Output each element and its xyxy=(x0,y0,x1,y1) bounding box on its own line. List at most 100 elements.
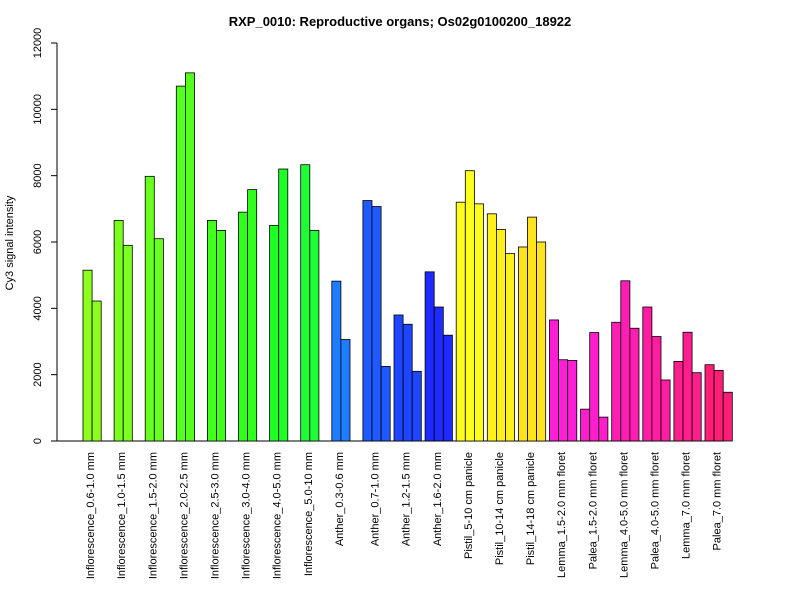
category-label: Inflorescence_2.0-2.5 mm xyxy=(178,452,190,579)
bar-group xyxy=(238,189,258,442)
category-label: Anther_0.7-1.0 mm xyxy=(370,452,382,546)
bar-group xyxy=(206,220,227,442)
bar xyxy=(371,206,382,442)
category-label: Inflorescence_3.0-4.0 mm xyxy=(241,452,253,579)
bar xyxy=(309,229,320,442)
bar xyxy=(153,238,164,442)
bar xyxy=(486,213,497,442)
bar-group xyxy=(642,306,671,442)
bar xyxy=(91,300,102,442)
bar xyxy=(300,164,311,442)
bar xyxy=(411,370,422,442)
category-labels: Inflorescence_0.6-1.0 mm Inflorescence_1.… xyxy=(85,452,724,579)
bar-group xyxy=(393,314,422,442)
bar xyxy=(682,331,693,442)
bar-group xyxy=(673,331,702,442)
y-tick-label: 10000 xyxy=(32,94,44,125)
bar-group xyxy=(549,319,578,442)
category-label: Anther_1.2-1.5 mm xyxy=(401,452,413,546)
bar xyxy=(558,359,569,442)
bar xyxy=(380,365,391,442)
bar xyxy=(144,175,155,442)
bar xyxy=(713,369,724,442)
bar xyxy=(527,216,538,442)
y-axis-ticks: 0 2000 4000 6000 8000 10000 12000 xyxy=(32,28,57,444)
category-label: Lemma_4.0-5.0 mm floret xyxy=(618,452,630,578)
bar-group xyxy=(486,213,516,442)
bar-group xyxy=(269,168,289,442)
bar xyxy=(464,170,475,442)
bar xyxy=(238,211,249,442)
bar xyxy=(660,379,671,442)
bar xyxy=(473,203,484,442)
bar-group xyxy=(300,164,320,442)
bar-group xyxy=(362,200,391,442)
bar-group xyxy=(611,280,640,442)
category-label: Lemma_7.0 mm floret xyxy=(681,452,693,559)
category-label: Inflorescence_4.0-5.0 mm xyxy=(272,452,284,579)
bar xyxy=(402,323,413,442)
bar xyxy=(424,271,435,442)
bar-group xyxy=(82,269,102,442)
bar xyxy=(495,228,506,442)
bar xyxy=(455,201,466,442)
bar-group xyxy=(175,72,195,442)
bar xyxy=(620,280,631,442)
category-label: Palea_4.0-5.0 mm floret xyxy=(649,452,661,569)
category-label: Palea_7.0 mm floret xyxy=(712,452,724,550)
category-label: Pistil_5-10 cm panicle xyxy=(463,452,475,559)
bar xyxy=(691,372,702,442)
bar-group xyxy=(331,280,351,442)
bar xyxy=(580,408,591,442)
bar-groups xyxy=(82,72,733,442)
category-label: Inflorescence_1.5-2.0 mm xyxy=(147,452,159,579)
bar xyxy=(247,189,258,442)
bar xyxy=(673,360,684,442)
category-label: Lemma_1.5-2.0 mm floret xyxy=(556,452,568,578)
bar xyxy=(722,391,733,442)
category-label: Pistil_10-14 cm panicle xyxy=(494,452,506,565)
bar-group xyxy=(144,175,164,442)
y-tick-label: 8000 xyxy=(32,163,44,187)
bar xyxy=(216,229,227,442)
bar xyxy=(704,364,715,442)
bar xyxy=(567,360,578,442)
bar xyxy=(206,220,217,442)
category-label: Inflorescence_0.6-1.0 mm xyxy=(85,452,97,579)
bar xyxy=(362,200,373,442)
bar xyxy=(113,220,124,442)
bar xyxy=(549,319,560,442)
bar xyxy=(122,244,133,442)
bar xyxy=(589,332,600,442)
bar xyxy=(518,246,528,442)
bar xyxy=(442,334,453,442)
bar xyxy=(184,72,195,442)
bar xyxy=(331,280,342,442)
bar-group xyxy=(455,170,484,442)
y-tick-label: 2000 xyxy=(32,362,44,386)
bar xyxy=(82,269,93,442)
bar xyxy=(175,85,186,442)
bar-group xyxy=(580,332,609,442)
category-label: Palea_1.5-2.0 mm floret xyxy=(587,452,599,569)
bar xyxy=(340,339,351,442)
chart-title: RXP_0010: Reproductive organs; Os02g0100… xyxy=(229,14,572,29)
bar xyxy=(278,168,289,442)
category-label: Inflorescence_2.5-3.0 mm xyxy=(210,452,222,579)
category-label: Inflorescence_5.0-10 mm xyxy=(303,452,315,576)
y-axis-label: Cy3 signal intensity xyxy=(4,195,16,290)
bar xyxy=(629,327,640,442)
bar xyxy=(536,241,547,442)
bar-group xyxy=(424,271,453,442)
category-label: Anther_1.6-2.0 mm xyxy=(432,452,444,546)
category-label: Inflorescence_1.0-1.5 mm xyxy=(116,452,128,579)
category-label: Anther_0.3-0.6 mm xyxy=(334,452,346,546)
y-tick-label: 4000 xyxy=(32,296,44,320)
bar xyxy=(269,225,280,442)
bar xyxy=(505,253,516,442)
y-tick-label: 12000 xyxy=(32,28,44,59)
bar xyxy=(651,336,662,442)
bar xyxy=(393,314,404,442)
bar xyxy=(642,306,653,442)
